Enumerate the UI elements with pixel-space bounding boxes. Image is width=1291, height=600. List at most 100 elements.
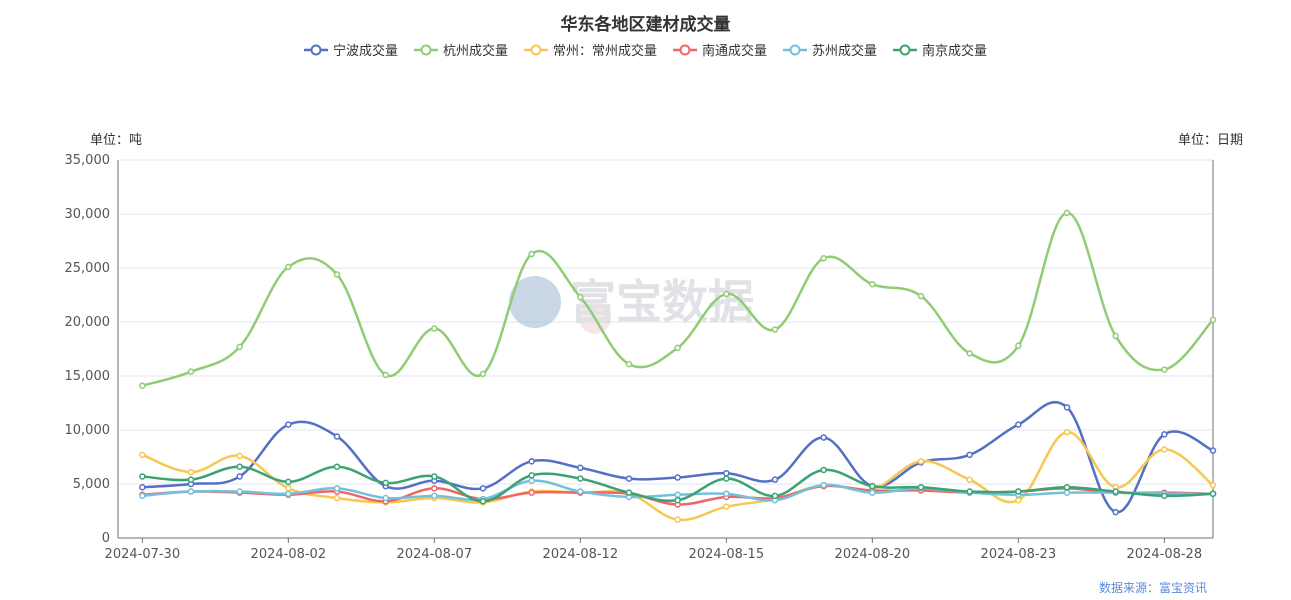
data-point[interactable] <box>674 491 681 499</box>
data-point[interactable] <box>528 489 535 496</box>
data-point[interactable] <box>187 476 195 483</box>
data-point[interactable] <box>236 488 243 495</box>
data-point[interactable] <box>1015 496 1022 504</box>
data-point[interactable] <box>1112 332 1119 340</box>
data-point[interactable] <box>1063 428 1071 436</box>
data-point[interactable] <box>139 473 146 480</box>
data-point[interactable] <box>1209 316 1217 324</box>
data-point[interactable] <box>820 255 827 262</box>
data-point[interactable] <box>723 290 730 298</box>
data-point[interactable] <box>1112 508 1119 516</box>
data-point[interactable] <box>723 469 730 477</box>
data-point[interactable] <box>869 489 876 496</box>
data-point[interactable] <box>674 474 681 481</box>
data-point[interactable] <box>236 452 243 460</box>
data-point[interactable] <box>1209 481 1217 489</box>
data-point[interactable] <box>723 503 730 510</box>
data-point[interactable] <box>431 473 438 480</box>
data-point[interactable] <box>187 488 195 495</box>
data-point[interactable] <box>528 250 535 258</box>
data-point[interactable] <box>820 434 827 441</box>
legend-item[interactable]: 宁波成交量 <box>303 40 398 59</box>
data-point[interactable] <box>333 494 341 502</box>
data-point[interactable] <box>187 468 195 476</box>
data-point[interactable] <box>625 475 633 482</box>
data-point[interactable] <box>869 482 876 490</box>
legend-item[interactable]: 常州：常州成交量 <box>523 40 657 59</box>
data-point[interactable] <box>820 466 827 474</box>
data-point[interactable] <box>333 463 341 470</box>
data-point[interactable] <box>431 485 438 492</box>
legend-item[interactable]: 南京成交量 <box>893 40 987 59</box>
data-point[interactable] <box>236 463 243 470</box>
data-point[interactable] <box>917 458 925 465</box>
data-point[interactable] <box>479 498 487 505</box>
data-point[interactable] <box>917 292 925 300</box>
data-point[interactable] <box>1161 366 1168 373</box>
data-point[interactable] <box>1015 421 1022 428</box>
data-point[interactable] <box>1063 209 1071 217</box>
data-point[interactable] <box>577 475 584 482</box>
data-point[interactable] <box>528 458 535 465</box>
data-point[interactable] <box>285 478 292 486</box>
data-point[interactable] <box>674 496 681 504</box>
data-point[interactable] <box>1161 446 1168 453</box>
data-point[interactable] <box>1161 492 1168 500</box>
data-point[interactable] <box>528 472 535 479</box>
data-point[interactable] <box>723 490 730 497</box>
data-point[interactable] <box>236 343 243 351</box>
data-point[interactable] <box>382 494 389 502</box>
data-point[interactable] <box>431 492 438 500</box>
data-point[interactable] <box>285 263 292 271</box>
data-point[interactable] <box>236 473 243 480</box>
data-point[interactable] <box>1161 431 1168 438</box>
data-point[interactable] <box>1015 488 1022 495</box>
data-point[interactable] <box>431 325 438 332</box>
data-point[interactable] <box>625 489 633 496</box>
data-point[interactable] <box>966 488 973 495</box>
data-point[interactable] <box>333 271 341 278</box>
data-point[interactable] <box>1063 404 1071 411</box>
data-point[interactable] <box>139 483 146 491</box>
data-point[interactable] <box>674 344 681 352</box>
legend-item[interactable]: 杭州成交量 <box>413 40 508 59</box>
data-point[interactable] <box>625 360 633 368</box>
data-point[interactable] <box>1112 488 1119 495</box>
data-point[interactable] <box>528 477 535 485</box>
data-point[interactable] <box>771 326 779 333</box>
data-point[interactable] <box>333 433 341 440</box>
data-point[interactable] <box>1209 447 1217 454</box>
data-point[interactable] <box>382 479 389 487</box>
data-point[interactable] <box>674 516 681 523</box>
data-point[interactable] <box>966 476 973 483</box>
data-point[interactable] <box>1015 342 1022 350</box>
data-point[interactable] <box>771 476 779 483</box>
data-point[interactable] <box>139 451 146 459</box>
legend-item[interactable]: 南通成交量 <box>673 40 767 59</box>
x-axis-unit-label: 单位：日期 <box>1178 133 1244 148</box>
data-point[interactable] <box>771 492 779 500</box>
data-point[interactable] <box>1209 490 1217 497</box>
data-point[interactable] <box>820 481 827 489</box>
data-point[interactable] <box>577 488 584 495</box>
data-point[interactable] <box>1063 483 1071 491</box>
data-point[interactable] <box>139 492 146 500</box>
data-point[interactable] <box>285 485 292 492</box>
data-point[interactable] <box>577 293 584 301</box>
data-point[interactable] <box>1063 489 1071 496</box>
data-point[interactable] <box>139 382 146 389</box>
legend-item[interactable]: 苏州成交量 <box>783 40 877 59</box>
data-point[interactable] <box>285 490 292 497</box>
data-point[interactable] <box>966 451 973 459</box>
data-point[interactable] <box>333 485 341 492</box>
data-point[interactable] <box>917 483 925 491</box>
data-point[interactable] <box>577 464 584 472</box>
data-point[interactable] <box>382 371 389 379</box>
data-point[interactable] <box>966 350 973 357</box>
data-point[interactable] <box>285 421 292 428</box>
data-point[interactable] <box>869 280 876 288</box>
data-point[interactable] <box>723 475 730 482</box>
data-point[interactable] <box>479 485 487 492</box>
data-point[interactable] <box>187 368 195 375</box>
data-point[interactable] <box>479 370 487 378</box>
